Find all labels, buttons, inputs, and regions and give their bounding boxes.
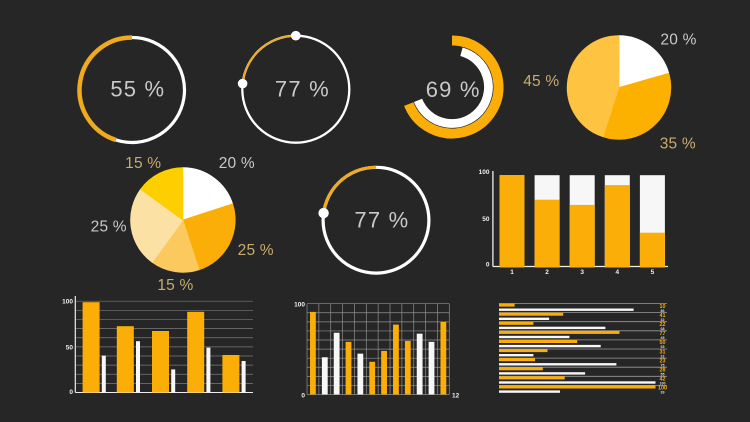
svg-text:22: 22: [661, 354, 665, 358]
svg-text:55: 55: [661, 373, 665, 377]
svg-text:28: 28: [660, 368, 666, 374]
svg-text:77: 77: [660, 331, 666, 337]
svg-text:100: 100: [62, 299, 73, 306]
svg-text:100: 100: [658, 386, 667, 392]
svg-text:100: 100: [294, 302, 305, 309]
svg-text:15 %: 15 %: [125, 155, 161, 172]
svg-text:0: 0: [69, 389, 73, 396]
svg-text:23: 23: [660, 358, 666, 364]
svg-text:50: 50: [66, 345, 74, 352]
svg-text:42: 42: [660, 377, 666, 383]
svg-text:77 %: 77 %: [354, 208, 409, 233]
svg-text:50: 50: [660, 340, 666, 346]
svg-text:12: 12: [452, 393, 460, 400]
svg-text:100: 100: [479, 169, 490, 176]
svg-text:86: 86: [661, 309, 665, 313]
svg-text:69 %: 69 %: [426, 77, 481, 102]
svg-text:0: 0: [301, 393, 305, 400]
svg-text:5: 5: [651, 269, 655, 276]
svg-text:68: 68: [661, 327, 665, 331]
svg-text:20 %: 20 %: [219, 155, 255, 172]
svg-text:41: 41: [660, 313, 666, 319]
svg-text:4: 4: [615, 269, 619, 276]
svg-text:15 %: 15 %: [157, 277, 193, 294]
svg-text:2: 2: [545, 269, 549, 276]
svg-text:22: 22: [660, 322, 666, 328]
svg-text:31: 31: [660, 349, 666, 355]
svg-text:50: 50: [482, 216, 490, 223]
svg-text:39: 39: [661, 391, 665, 395]
svg-text:55 %: 55 %: [110, 76, 165, 101]
svg-text:65: 65: [661, 345, 665, 349]
svg-text:20 %: 20 %: [660, 32, 696, 49]
svg-text:100: 100: [660, 382, 666, 386]
svg-text:3: 3: [580, 269, 584, 276]
svg-text:77 %: 77 %: [275, 77, 330, 102]
svg-text:45: 45: [661, 336, 665, 340]
svg-text:0: 0: [486, 262, 490, 269]
svg-text:10: 10: [660, 304, 666, 310]
svg-text:1: 1: [510, 269, 514, 276]
svg-text:75: 75: [661, 363, 665, 367]
svg-text:45 %: 45 %: [523, 73, 559, 90]
svg-text:35 %: 35 %: [660, 136, 696, 153]
svg-text:25 %: 25 %: [238, 242, 274, 259]
svg-text:25 %: 25 %: [91, 219, 127, 236]
svg-text:32: 32: [661, 318, 665, 322]
